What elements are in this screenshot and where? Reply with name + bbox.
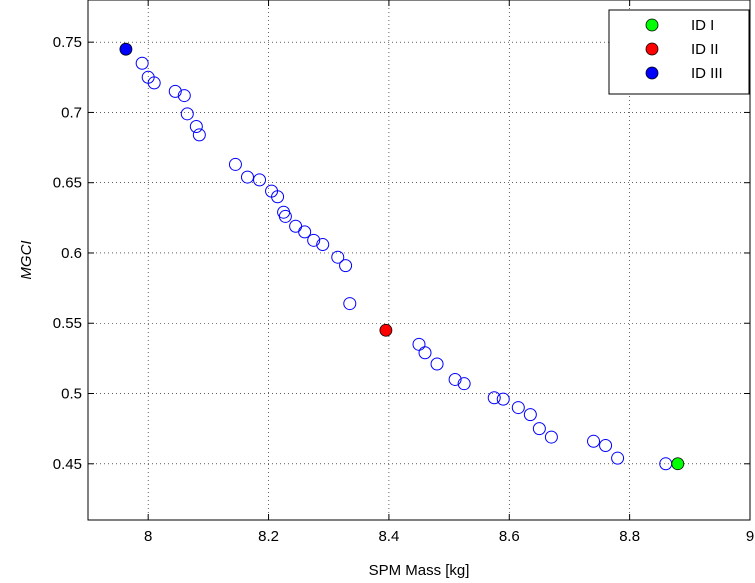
data-point xyxy=(147,76,161,90)
data-point xyxy=(448,372,462,386)
data-point xyxy=(487,391,501,405)
x-axis-label: SPM Mass [kg] xyxy=(369,562,470,579)
data-point xyxy=(532,422,546,436)
data-point xyxy=(289,219,303,233)
data-point xyxy=(316,238,330,252)
highlight-point xyxy=(379,323,393,337)
data-point xyxy=(587,434,601,448)
x-tick-label: 8.6 xyxy=(499,528,520,545)
data-point xyxy=(343,297,357,311)
data-point xyxy=(135,56,149,70)
grid-lines xyxy=(88,0,750,520)
y-tick-label: 0.45 xyxy=(53,456,82,473)
y-tick-label: 0.7 xyxy=(61,104,82,121)
y-tick-label: 0.75 xyxy=(53,34,82,51)
data-point xyxy=(278,209,292,223)
data-point xyxy=(180,107,194,121)
y-tick-label: 0.5 xyxy=(61,386,82,403)
data-point xyxy=(412,337,426,351)
data-point xyxy=(496,392,510,406)
data-point xyxy=(457,377,471,391)
y-axis-ticks: 0.45 0.5 0.55 0.6 0.65 0.7 0.75 xyxy=(53,34,750,473)
data-point xyxy=(430,357,444,371)
data-point xyxy=(544,430,558,444)
data-points xyxy=(119,42,685,471)
data-point xyxy=(523,408,537,422)
x-tick-label: 8.8 xyxy=(619,528,640,545)
x-axis-ticks: 8 8.2 8.4 8.6 8.8 9 xyxy=(144,0,754,545)
x-tick-label: 9 xyxy=(746,528,754,545)
highlight-point xyxy=(119,42,133,56)
y-tick-label: 0.55 xyxy=(53,315,82,332)
data-point xyxy=(189,119,203,133)
plot-frame xyxy=(87,0,751,521)
legend-marker xyxy=(645,42,659,56)
legend-label: ID I xyxy=(691,17,714,34)
data-point xyxy=(659,457,673,471)
x-tick-label: 8.4 xyxy=(378,528,399,545)
data-point xyxy=(331,250,345,264)
y-tick-label: 0.65 xyxy=(53,175,82,192)
legend: ID I ID II ID III xyxy=(608,9,750,95)
x-tick-label: 8 xyxy=(144,528,152,545)
data-point xyxy=(168,84,182,98)
data-point xyxy=(418,346,432,360)
legend-marker xyxy=(645,66,659,80)
data-point xyxy=(240,170,254,184)
data-point xyxy=(611,451,625,465)
data-point xyxy=(599,439,613,453)
data-point xyxy=(298,225,312,239)
legend-label: ID III xyxy=(691,65,723,82)
legend-box xyxy=(608,9,750,95)
legend-marker xyxy=(645,18,659,32)
y-axis-label: MGCI xyxy=(18,240,35,279)
data-point xyxy=(228,157,242,171)
data-point xyxy=(253,173,267,187)
data-point xyxy=(271,190,285,204)
x-tick-label: 8.2 xyxy=(258,528,279,545)
data-point xyxy=(511,401,525,415)
highlight-point xyxy=(671,457,685,471)
data-point xyxy=(192,128,206,142)
data-point xyxy=(339,259,353,273)
data-point xyxy=(177,89,191,103)
data-point xyxy=(307,233,321,247)
legend-label: ID II xyxy=(691,41,719,58)
y-tick-label: 0.6 xyxy=(61,245,82,262)
